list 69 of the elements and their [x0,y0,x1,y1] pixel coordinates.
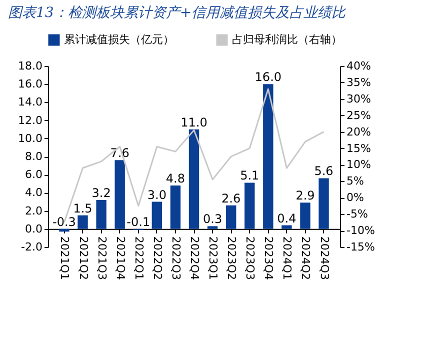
y-tick-label: -2.0 [21,240,42,254]
y2-tick-label: 5% [346,174,364,188]
y-tick-label: 16.0 [18,78,42,91]
bar [282,225,292,229]
x-tick-label: 2022Q1 [132,236,146,280]
y2-tick-label: 20% [346,125,371,138]
bar [318,178,329,229]
y-tick-label: 4.0 [25,186,42,200]
bar [226,205,236,229]
legend-label: 占归母利润比（右轴） [232,33,342,46]
y2-tick-label: -15% [346,240,375,254]
data-label: 5.6 [314,164,334,178]
bar [188,129,200,229]
bar [207,226,218,229]
x-tick-label: 2022Q2 [150,236,164,280]
x-tick-label: 2022Q4 [188,236,201,280]
data-label: -0.3 [52,214,76,229]
x-tick-label: 2021Q3 [95,236,108,280]
y-tick-label: 14.0 [18,96,42,109]
data-label: 3.0 [147,188,166,202]
y2-tick-label: 0% [346,191,364,204]
x-tick-label: 2023Q2 [225,236,238,280]
bar [244,182,255,229]
data-label: 5.1 [240,168,260,183]
data-label: 1.5 [73,201,92,216]
y2-tick-label: 15% [346,142,371,155]
x-tick-label: 2021Q2 [76,236,90,280]
x-tick-label: 2022Q3 [169,236,182,280]
x-tick-label: 2021Q1 [58,236,72,280]
x-tick-label: 2021Q4 [114,236,127,280]
y2-tick-label: -5% [346,208,368,221]
data-label: 16.0 [254,70,282,84]
x-tick-label: 2023Q4 [262,236,276,280]
y-tick-label: 12.0 [18,114,42,127]
bar [170,185,181,229]
data-label: 0.3 [202,212,222,226]
chart-title: 图表13：检测板块累计资产+信用减值损失及占业绩比 [8,5,347,21]
legend-label: 累计减值损失（亿元） [64,33,174,46]
bar [96,200,106,229]
x-tick-label: 2023Q3 [244,236,257,280]
bar [300,202,310,229]
y-tick-label: 2.0 [25,204,42,218]
data-label: 2.6 [222,191,241,206]
y-tick-label: 10.0 [18,132,42,145]
bar [59,228,70,232]
bar [263,84,274,229]
y2-tick-label: 25% [346,108,371,122]
data-label: 0.4 [277,211,296,226]
data-label: 2.9 [296,188,315,203]
data-label: -0.1 [126,214,150,229]
bar [152,202,162,229]
x-tick-label: 2023Q1 [206,236,220,280]
data-label: 4.8 [166,171,186,186]
bar [78,215,88,229]
y2-tick-label: 40% [346,60,371,72]
y2-tick-label: 35% [346,76,371,89]
y-tick-label: 6.0 [25,168,42,182]
x-tick-label: 2024Q2 [299,236,312,280]
x-tick-label: 2024Q1 [280,236,294,280]
data-label: 3.2 [92,186,111,200]
x-tick-label: 2024Q3 [318,236,331,280]
y2-tick-label: 30% [346,92,371,106]
data-label: 11.0 [180,115,208,130]
y-tick-label: 8.0 [25,150,42,163]
y-tick-label: 18.0 [18,60,42,72]
y2-tick-label: 10% [346,158,371,172]
y-tick-label: 0.0 [25,222,42,236]
bar [114,160,125,229]
y2-tick-label: -10% [346,224,375,238]
